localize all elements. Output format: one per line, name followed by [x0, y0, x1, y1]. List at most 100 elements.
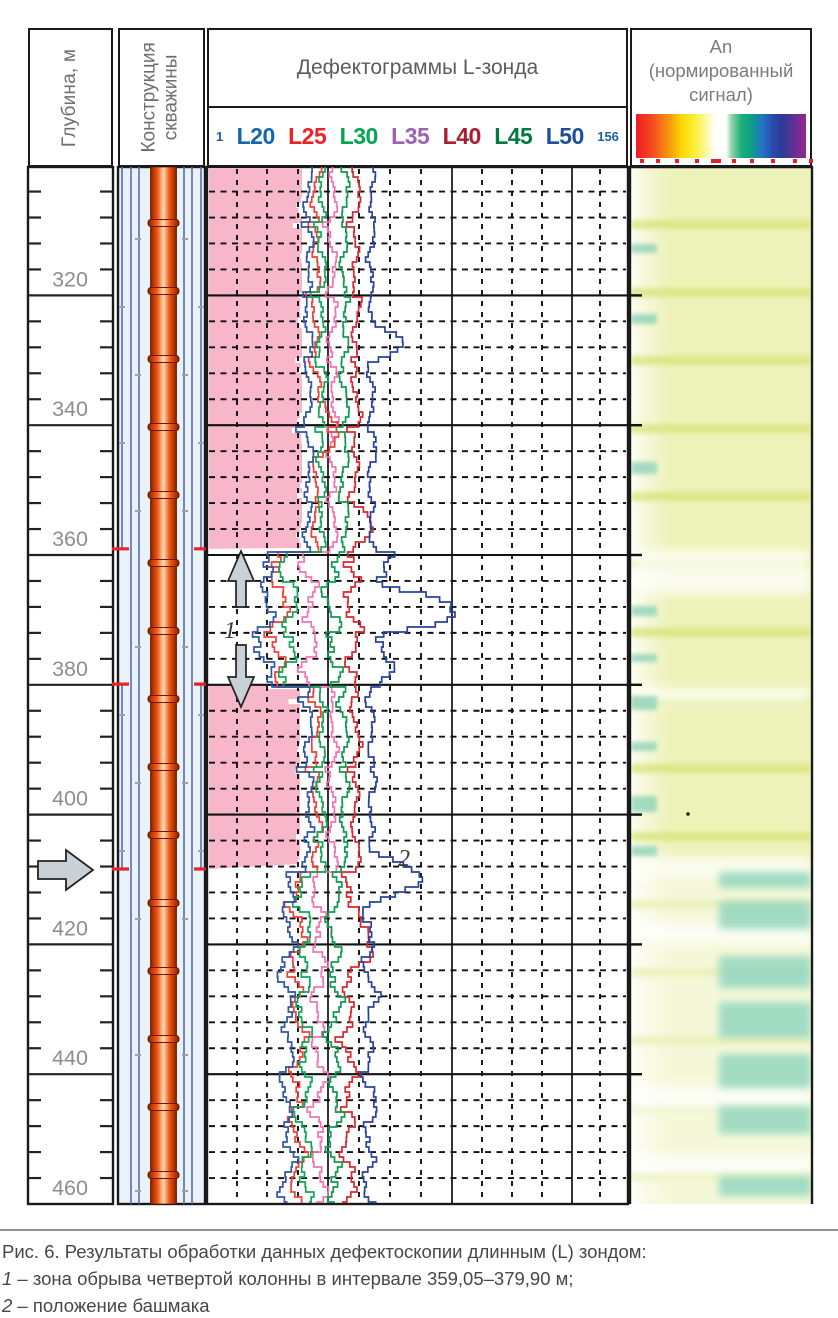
legend-L35: L35 [391, 123, 430, 149]
curve-L20 [251, 167, 316, 1203]
teal-right-patch [719, 901, 811, 929]
casing-collar [147, 627, 180, 635]
amplitude-max-label: 156 [597, 129, 619, 144]
casing-collar [147, 763, 180, 771]
teal-right-patch [719, 1002, 811, 1038]
colorbar-tick [675, 159, 680, 163]
casing-collar [147, 423, 180, 431]
an-title-line2: (нормированный [648, 60, 794, 82]
legend-L25: L25 [288, 123, 327, 149]
speck [686, 812, 690, 816]
casing-collar [147, 1035, 180, 1043]
collar-signal-band [631, 288, 811, 297]
an-heatmap [631, 168, 811, 1204]
legend-L50: L50 [545, 123, 585, 149]
teal-left-streak [631, 796, 657, 812]
teal-left-streak [631, 742, 657, 751]
caption-line2: 1 – зона обрыва четвертой колонны в инте… [2, 1268, 574, 1289]
construction-column-header: Конструкция скважины [118, 28, 205, 167]
an-track [628, 165, 814, 1204]
casing-collar [147, 559, 180, 567]
colorbar-tick [732, 159, 737, 163]
teal-left-streak [631, 314, 657, 324]
white-band [631, 1154, 811, 1174]
casing-collar [147, 355, 180, 363]
teal-left-streak [631, 846, 657, 856]
collar-signal-band [631, 628, 811, 637]
defectogram-track: 12 [205, 165, 630, 1206]
colorbar-tick [749, 159, 754, 163]
colorbar-tick [771, 159, 776, 163]
depth-column-header: Глубина, м [28, 28, 113, 167]
teal-left-streak [631, 696, 657, 710]
depth-tick-label: 320 [52, 267, 88, 291]
teal-left-streak [631, 462, 657, 474]
rupture-top-arrow-icon [226, 548, 256, 608]
colorbar-tick [639, 159, 644, 163]
depth-tick-label: 360 [52, 527, 88, 551]
defectogram-header: Дефектограммы L-зонда [207, 28, 628, 108]
pink-highlight-zone [209, 684, 300, 869]
white-band [631, 856, 811, 876]
legend-L30: L30 [339, 123, 379, 149]
rupture-bottom-arrow-icon [226, 644, 256, 710]
construction-column-title: Конструкция скважины [139, 42, 183, 153]
teal-right-patch [719, 1106, 811, 1134]
depth-tick-label: 420 [52, 916, 88, 940]
colorbar-tick [655, 159, 660, 163]
depth-column-title: Глубина, м [59, 48, 81, 147]
casing-collar [147, 219, 180, 227]
colorbar-tick [792, 159, 797, 163]
curve-L50 [360, 167, 456, 1203]
casing-collar [147, 967, 180, 975]
pink-highlight-zone [209, 168, 302, 549]
collar-signal-band [631, 424, 811, 433]
caption-divider [0, 1229, 838, 1231]
white-band [631, 550, 811, 594]
amplitude-min-label: 1 [216, 129, 224, 144]
depth-tick-label: 440 [52, 1046, 88, 1070]
depth-tick-label: 460 [52, 1176, 88, 1200]
teal-left-streak [631, 244, 657, 253]
curve-L40 [334, 167, 374, 1203]
casing-collar [147, 1171, 180, 1179]
caption-line3: 2 – положение башмака [2, 1295, 210, 1316]
an-colorbar [636, 114, 806, 158]
teal-left-streak [631, 654, 657, 662]
teal-right-patch [719, 1054, 811, 1088]
colorbar-tick [694, 159, 699, 163]
casing-collar [147, 287, 180, 295]
white-band [631, 688, 811, 704]
construction-track [112, 165, 211, 1206]
figure-caption: Рис. 6. Результаты обработки данных дефе… [2, 1238, 832, 1318]
collar-signal-band [631, 1036, 811, 1045]
an-title-line3: сигнал) [689, 84, 753, 106]
collar-signal-band [631, 492, 811, 501]
annotation-label-1: 1 [224, 618, 236, 644]
depth-tick-label: 400 [52, 787, 88, 811]
annotation-label-2: 2 [398, 846, 410, 872]
caption-line1: Рис. 6. Результаты обработки данных дефе… [2, 1241, 647, 1262]
collar-signal-band [631, 764, 811, 773]
colorbar-tick [808, 159, 813, 163]
depth-tick-label: 340 [52, 397, 88, 421]
teal-right-patch [719, 1176, 811, 1196]
an-header: Аn (нормированный сигнал) [630, 28, 813, 167]
casing-collar [147, 491, 180, 499]
casing-collar [147, 831, 180, 839]
defectogram-title: Дефектограммы L-зонда [296, 56, 539, 79]
collar-signal-band [631, 832, 811, 841]
teal-right-patch [719, 872, 811, 888]
casing-collar [147, 1103, 180, 1111]
collar-signal-band [631, 356, 811, 365]
collar-signal-band [631, 220, 811, 229]
legend-L45: L45 [494, 123, 533, 149]
curve-L45 [320, 167, 352, 1203]
curve-legend-row: 1 L20 L25 L30 L35 L40 L45 L50 156 [207, 106, 628, 167]
casing-collar [147, 695, 180, 703]
shoe-depth-arrow-icon [37, 848, 95, 892]
teal-right-patch [719, 956, 811, 988]
an-title-line1: Аn [709, 36, 733, 57]
